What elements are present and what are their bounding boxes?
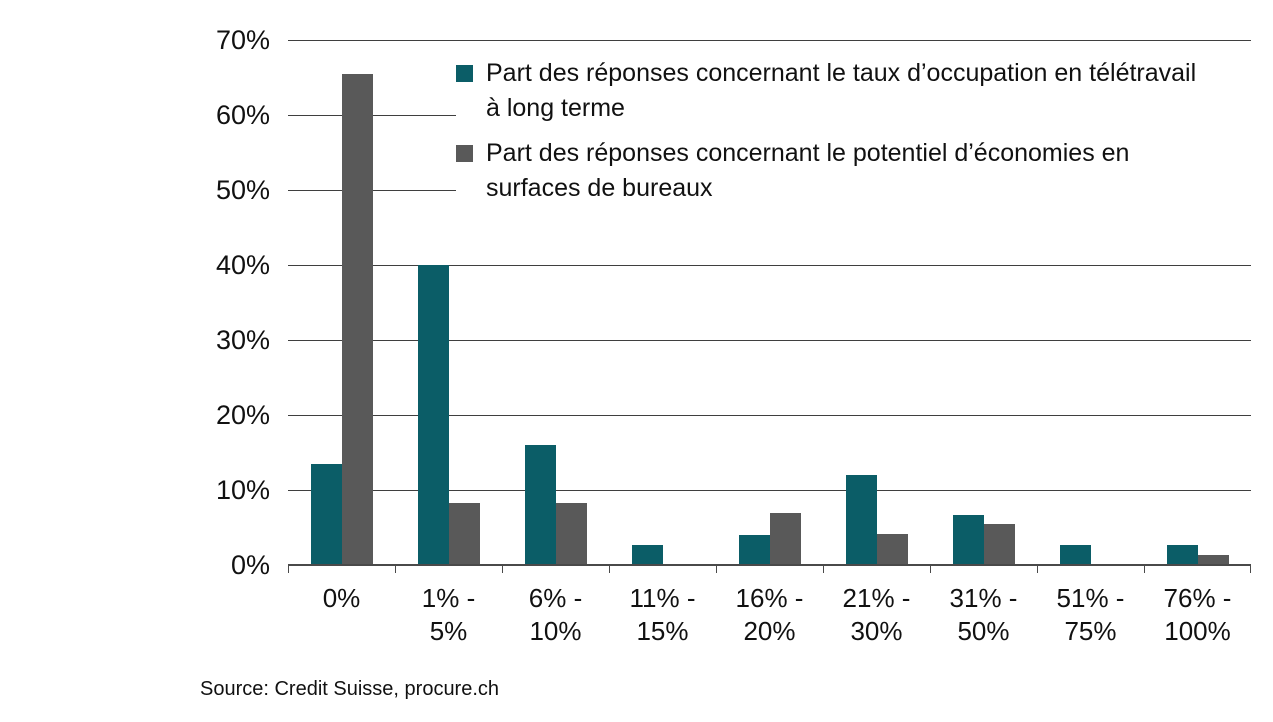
x-category-label-line: 21% -: [842, 583, 911, 613]
x-category-label-line: 0%: [322, 583, 361, 613]
x-category-label-11% - 15%: 11% -15%: [609, 582, 716, 648]
legend-label-line: à long terme: [486, 94, 625, 122]
y-tick-label-0%: 0%: [230, 550, 270, 580]
x-axis-tick: [1037, 565, 1038, 573]
y-tick-label-70%: 70%: [215, 25, 270, 55]
x-category-label-6% - 10%: 6% -10%: [502, 582, 609, 648]
x-axis-tick: [823, 565, 824, 573]
x-axis-ticks: [288, 40, 1251, 573]
x-axis-line: [288, 564, 1251, 566]
gridline-70: [288, 40, 1251, 41]
gridline-30: [288, 340, 1251, 341]
x-category-label-1% - 5%: 1% -5%: [395, 582, 502, 648]
bar-series1-21% - 30%: [845, 475, 877, 565]
legend-label-economies: Part des réponses concernant le potentie…: [486, 136, 1129, 206]
x-category-label-line: 11% -: [629, 583, 696, 613]
x-category-label-line: 75%: [1064, 616, 1117, 646]
x-category-label-line: 20%: [743, 616, 796, 646]
x-category-label-21% - 30%: 21% -30%: [823, 582, 930, 648]
legend: Part des réponses concernant le taux d’o…: [456, 50, 1268, 224]
x-category-label-line: 51% -: [1056, 583, 1125, 613]
x-axis-tick: [288, 565, 289, 573]
x-category-label-line: 100%: [1164, 616, 1231, 646]
legend-item-economies: Part des réponses concernant le potentie…: [456, 136, 1268, 206]
bar-series2-6% - 10%: [555, 502, 587, 565]
bar-series2-21% - 30%: [876, 533, 908, 565]
y-axis-labels: 0% 10% 20% 30% 40% 50% 60% 70%: [0, 25, 270, 580]
x-axis-tick: [716, 565, 717, 573]
x-category-label-16% - 20%: 16% -20%: [716, 582, 823, 648]
legend-label-line: surfaces de bureaux: [486, 174, 713, 202]
x-category-label-76% - 100%: 76% -100%: [1144, 582, 1251, 648]
x-category-label-line: 5%: [429, 616, 468, 646]
x-category-label-line: 76% -: [1163, 583, 1232, 613]
x-axis-tick: [502, 565, 503, 573]
gridline-10: [288, 490, 1251, 491]
y-tick-label-40%: 40%: [215, 250, 270, 280]
bars-layer: [288, 40, 1251, 565]
x-axis-tick: [1144, 565, 1145, 573]
legend-item-teletravail: Part des réponses concernant le taux d’o…: [456, 56, 1268, 126]
gridline-20: [288, 415, 1251, 416]
x-axis-tick: [609, 565, 610, 573]
y-tick-label-30%: 30%: [215, 325, 270, 355]
x-axis-tick: [395, 565, 396, 573]
legend-label-teletravail: Part des réponses concernant le taux d’o…: [486, 56, 1196, 126]
x-category-label-line: 31% -: [949, 583, 1018, 613]
x-category-label-line: 6% -: [528, 583, 583, 613]
y-tick-label-50%: 50%: [215, 175, 270, 205]
bar-series1-0%: [310, 463, 342, 565]
x-category-label-line: 16% -: [735, 583, 804, 613]
bar-series1-51% - 75%: [1059, 544, 1091, 565]
x-category-label-line: 50%: [957, 616, 1010, 646]
bar-series2-0%: [341, 73, 373, 565]
x-axis-labels: 0% 1% -5% 6% -10% 11% -15% 16% -20% 21% -30% 3…: [288, 582, 1251, 648]
legend-label-line: Part des réponses concernant le potentie…: [486, 139, 1130, 167]
x-axis-tick: [930, 565, 931, 573]
bar-series2-1% - 5%: [448, 502, 480, 565]
gridline-40: [288, 265, 1251, 266]
bar-series1-6% - 10%: [524, 445, 556, 565]
x-axis-tick: [1250, 565, 1251, 573]
bar-series1-76% - 100%: [1166, 544, 1198, 565]
legend-swatch-economies-icon: [456, 145, 473, 162]
bar-series2-76% - 100%: [1197, 554, 1229, 565]
bar-series1-11% - 15%: [631, 544, 663, 565]
bar-series2-16% - 20%: [769, 512, 801, 565]
x-category-label-line: 15%: [636, 616, 689, 646]
bar-series1-31% - 50%: [952, 514, 984, 565]
bar-series1-16% - 20%: [738, 535, 770, 565]
x-category-label-line: 1% -: [421, 583, 476, 613]
legend-label-line: Part des réponses concernant le taux d’o…: [486, 59, 1197, 87]
bar-series2-31% - 50%: [983, 523, 1015, 565]
source-note: Source: Credit Suisse, procure.ch: [200, 678, 500, 700]
x-category-label-line: 10%: [529, 616, 582, 646]
bar-series1-1% - 5%: [417, 265, 449, 565]
x-category-label-line: 30%: [850, 616, 903, 646]
x-category-label-0%: 0%: [288, 582, 395, 648]
y-tick-label-20%: 20%: [215, 400, 270, 430]
legend-swatch-teletravail-icon: [456, 65, 473, 82]
y-tick-label-10%: 10%: [215, 475, 270, 505]
y-tick-label-60%: 60%: [215, 100, 270, 130]
x-category-label-51% - 75%: 51% -75%: [1037, 582, 1144, 648]
plot-area: [288, 40, 1251, 573]
x-category-label-31% - 50%: 31% -50%: [930, 582, 1037, 648]
